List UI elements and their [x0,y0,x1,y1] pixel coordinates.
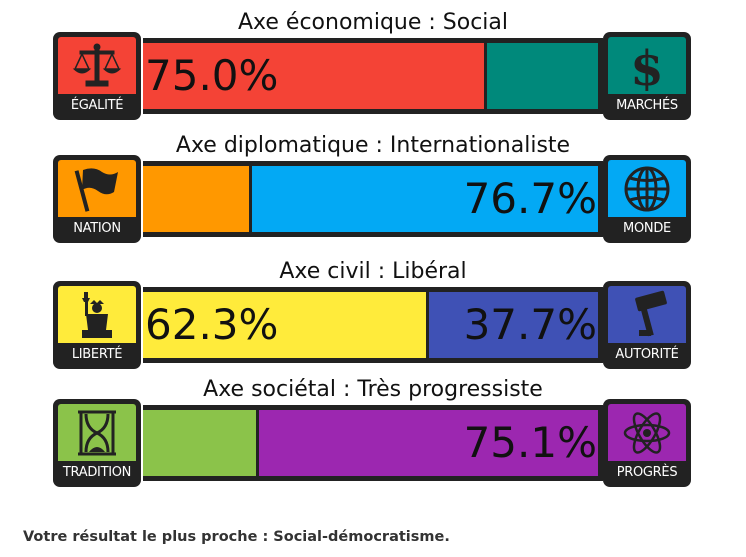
pole-tile-right: MONDE [603,155,691,243]
bar-segment-right [259,410,598,476]
pole-tile-right: PROGRÈS [603,399,691,487]
pole-tile-left: NATION [53,155,141,243]
pole-label: PROGRÈS [616,465,678,480]
pole-label: MARCHÉS [616,98,678,113]
value-label-right: 37.7% [463,300,597,349]
pole-label: NATION [73,221,121,236]
axis-title: Axe civil : Libéral [279,259,467,284]
value-label-left: 75.0% [145,51,279,100]
axis-title: Axe sociétal : Très progressiste [203,377,543,402]
bar-segment-left [143,292,426,358]
pole-label: AUTORITÉ [615,347,679,362]
axis-bar: 62.3% 37.7% [143,287,603,363]
axis-title: Axe diplomatique : Internationaliste [175,133,571,158]
axis-bar: 75.1% [143,405,603,481]
pole-label: ÉGALITÉ [70,98,124,113]
value-label-left: 62.3% [145,300,279,349]
bar-segment-right [252,166,598,232]
pole-tile-right: $ MARCHÉS [603,32,691,120]
bar-segment-left [143,43,484,109]
value-label-right: 75.1% [463,418,597,467]
pole-tile-right: AUTORITÉ [603,281,691,369]
axis-bar: 76.7% [143,161,603,237]
pole-tile-left: LIBERTÉ [53,281,141,369]
pole-label: TRADITION [62,465,132,480]
pole-label: LIBERTÉ [71,347,123,362]
axis-bar: 75.0% [143,38,603,114]
axis-title: Axe économique : Social [237,10,509,35]
bar-segment-right [487,43,598,109]
bar-segment-right [429,292,598,358]
closest-result: Votre résultat le plus proche : Social-d… [23,529,450,545]
bar-segment-left [143,410,256,476]
value-label-right: 76.7% [463,174,597,223]
bar-segment-left [143,166,249,232]
pole-label: MONDE [623,221,671,236]
svg-text:$: $ [630,41,663,91]
pole-tile-left: TRADITION [53,399,141,487]
pole-tile-left: ÉGALITÉ [53,32,141,120]
